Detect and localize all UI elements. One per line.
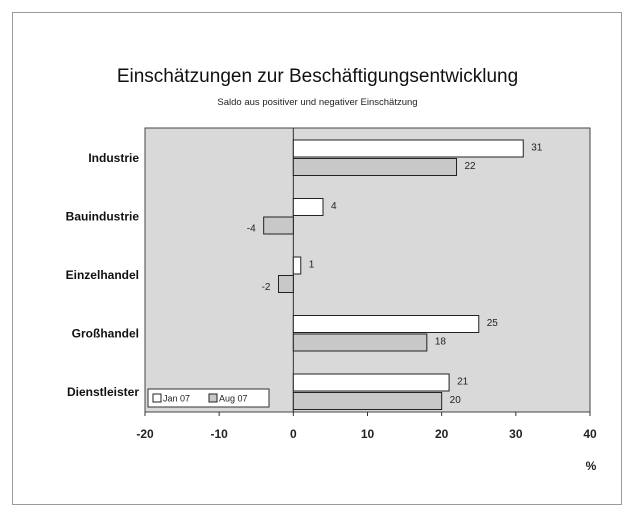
data-label: 18 bbox=[435, 337, 447, 348]
data-label: -2 bbox=[262, 282, 271, 293]
data-label: 22 bbox=[465, 161, 477, 172]
category-label: Industrie bbox=[88, 151, 139, 165]
x-tick-label: 40 bbox=[583, 427, 597, 441]
legend-swatch bbox=[152, 393, 162, 403]
data-label: 1 bbox=[309, 260, 315, 271]
category-label: Großhandel bbox=[72, 327, 139, 341]
bar bbox=[292, 198, 324, 216]
bar bbox=[263, 216, 294, 235]
x-tick-label: 20 bbox=[435, 427, 449, 441]
data-label: -4 bbox=[247, 224, 256, 235]
x-tick-label: -20 bbox=[136, 427, 154, 441]
x-tick-label: 0 bbox=[290, 427, 297, 441]
legend-label: Jan 07 bbox=[163, 394, 190, 404]
data-label: 25 bbox=[487, 318, 499, 329]
bar bbox=[278, 275, 294, 293]
legend-label: Aug 07 bbox=[219, 394, 248, 404]
category-label: Dienstleister bbox=[67, 385, 139, 399]
data-label: 4 bbox=[331, 201, 337, 212]
bar bbox=[292, 333, 428, 352]
x-tick-label: 30 bbox=[509, 427, 523, 441]
chart-subtitle: Saldo aus positiver und negativer Einsch… bbox=[217, 97, 418, 108]
bar bbox=[292, 256, 302, 275]
bar bbox=[292, 373, 450, 392]
x-tick-label: -10 bbox=[210, 427, 228, 441]
x-unit-label: % bbox=[586, 459, 597, 473]
data-label: 20 bbox=[450, 395, 462, 406]
legend-swatch bbox=[208, 393, 218, 403]
chart-title: Einschätzungen zur Beschäftigungsentwick… bbox=[116, 66, 519, 87]
bar bbox=[292, 392, 443, 410]
bar bbox=[292, 315, 480, 333]
category-label: Einzelhandel bbox=[66, 268, 139, 282]
data-label: 31 bbox=[531, 143, 543, 154]
bar bbox=[292, 139, 524, 158]
x-tick-label: 10 bbox=[361, 427, 375, 441]
category-label: Bauindustrie bbox=[66, 210, 140, 224]
bar bbox=[292, 158, 458, 176]
data-label: 21 bbox=[457, 377, 469, 388]
